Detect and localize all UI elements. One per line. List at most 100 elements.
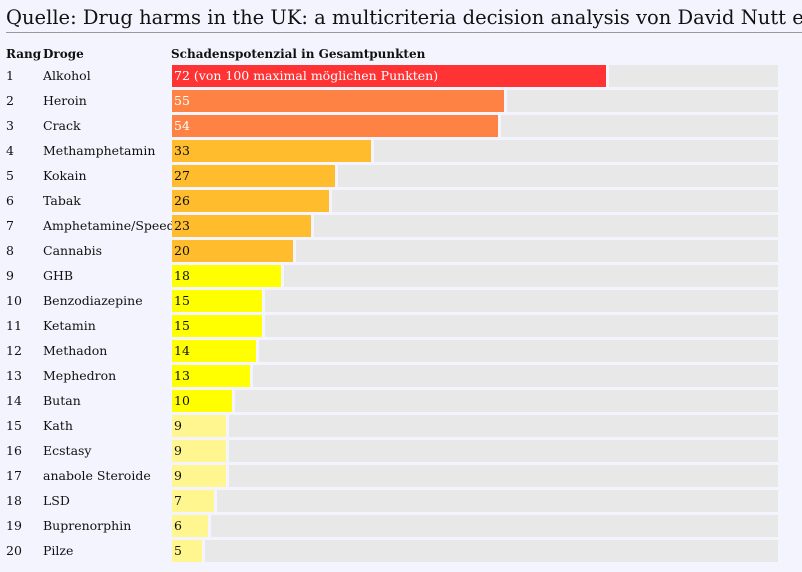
drug-label: Tabak (43, 193, 81, 208)
rank-label: 17 (6, 468, 22, 483)
rank-label: 4 (6, 143, 14, 158)
value-label: 15 (174, 293, 190, 308)
bar-row: 16 Ecstasy 9 (0, 440, 802, 462)
rank-label: 2 (6, 93, 14, 108)
chart-title: Quelle: Drug harms in the UK: a multicri… (6, 6, 802, 29)
value-label: 9 (174, 418, 182, 433)
bar-row: 13 Mephedron 13 (0, 365, 802, 387)
bar-remainder (229, 440, 778, 462)
value-label: 72 (von 100 maximal möglichen Punkten) (174, 68, 439, 83)
bar-row: 6 Tabak 26 (0, 190, 802, 212)
rank-label: 18 (6, 493, 22, 508)
drug-label: Amphetamine/Speed (43, 218, 175, 233)
rank-label: 9 (6, 268, 14, 283)
bar: 9 (172, 440, 226, 462)
bar-remainder (217, 490, 778, 512)
value-label: 18 (174, 268, 190, 283)
value-label: 10 (174, 393, 190, 408)
rank-label: 20 (6, 543, 22, 558)
bar: 54 (172, 115, 498, 137)
bar: 15 (172, 315, 262, 337)
bar-remainder (609, 65, 778, 87)
bar: 13 (172, 365, 250, 387)
bar: 26 (172, 190, 329, 212)
bar-row: 7 Amphetamine/Speed 23 (0, 215, 802, 237)
bar-remainder (265, 315, 778, 337)
header-drug: Droge (43, 47, 84, 61)
rank-label: 5 (6, 168, 14, 183)
drug-label: Buprenorphin (43, 518, 132, 533)
bar: 18 (172, 265, 281, 287)
drug-label: LSD (43, 493, 70, 508)
value-label: 13 (174, 368, 190, 383)
bar-remainder (332, 190, 778, 212)
bar: 6 (172, 515, 208, 537)
drug-label: Cannabis (43, 243, 102, 258)
rank-label: 14 (6, 393, 22, 408)
bar-remainder (211, 515, 778, 537)
bar-remainder (338, 165, 778, 187)
value-label: 33 (174, 143, 190, 158)
bar-row: 5 Kokain 27 (0, 165, 802, 187)
bar: 55 (172, 90, 504, 112)
rank-label: 12 (6, 343, 22, 358)
drug-label: Methamphetamin (43, 143, 156, 158)
title-divider (6, 32, 802, 33)
bar: 9 (172, 465, 226, 487)
bar: 15 (172, 290, 262, 312)
value-label: 9 (174, 443, 182, 458)
bar: 10 (172, 390, 232, 412)
bar-remainder (507, 90, 778, 112)
drug-label: anabole Steroide (43, 468, 151, 483)
drug-label: Ketamin (43, 318, 96, 333)
value-label: 14 (174, 343, 190, 358)
bar: 23 (172, 215, 311, 237)
bar-row: 19 Buprenorphin 6 (0, 515, 802, 537)
header-rank: Rang (6, 47, 42, 61)
rank-label: 10 (6, 293, 22, 308)
bar-row: 2 Heroin 55 (0, 90, 802, 112)
bar-row: 10 Benzodiazepine 15 (0, 290, 802, 312)
bar: 33 (172, 140, 371, 162)
bar-row: 18 LSD 7 (0, 490, 802, 512)
bar-remainder (259, 340, 778, 362)
rank-label: 7 (6, 218, 14, 233)
bar-remainder (374, 140, 778, 162)
bar: 7 (172, 490, 214, 512)
drug-label: GHB (43, 268, 74, 283)
bar: 5 (172, 540, 202, 562)
bar-row: 12 Methadon 14 (0, 340, 802, 362)
drug-label: Alkohol (43, 68, 91, 83)
bar-row: 9 GHB 18 (0, 265, 802, 287)
bar-row: 20 Pilze 5 (0, 540, 802, 562)
drug-label: Mephedron (43, 368, 117, 383)
bar-remainder (296, 240, 778, 262)
value-label: 23 (174, 218, 190, 233)
rank-label: 8 (6, 243, 14, 258)
rank-label: 16 (6, 443, 22, 458)
rank-label: 19 (6, 518, 22, 533)
value-label: 26 (174, 193, 190, 208)
rank-label: 3 (6, 118, 14, 133)
bar-remainder (501, 115, 778, 137)
bar-remainder (253, 365, 778, 387)
bar: 27 (172, 165, 335, 187)
rank-label: 13 (6, 368, 22, 383)
bar-remainder (265, 290, 778, 312)
drug-label: Crack (43, 118, 81, 133)
bar-row: 15 Kath 9 (0, 415, 802, 437)
rank-label: 1 (6, 68, 14, 83)
value-label: 5 (174, 543, 182, 558)
bar-remainder (229, 465, 778, 487)
bar-remainder (205, 540, 778, 562)
bar: 9 (172, 415, 226, 437)
drug-label: Heroin (43, 93, 87, 108)
bar-row: 11 Ketamin 15 (0, 315, 802, 337)
bar-row: 14 Butan 10 (0, 390, 802, 412)
drug-label: Butan (43, 393, 81, 408)
bar-row: 4 Methamphetamin 33 (0, 140, 802, 162)
drug-label: Benzodiazepine (43, 293, 143, 308)
bar-row: 17 anabole Steroide 9 (0, 465, 802, 487)
drug-label: Ecstasy (43, 443, 92, 458)
bar: 20 (172, 240, 293, 262)
